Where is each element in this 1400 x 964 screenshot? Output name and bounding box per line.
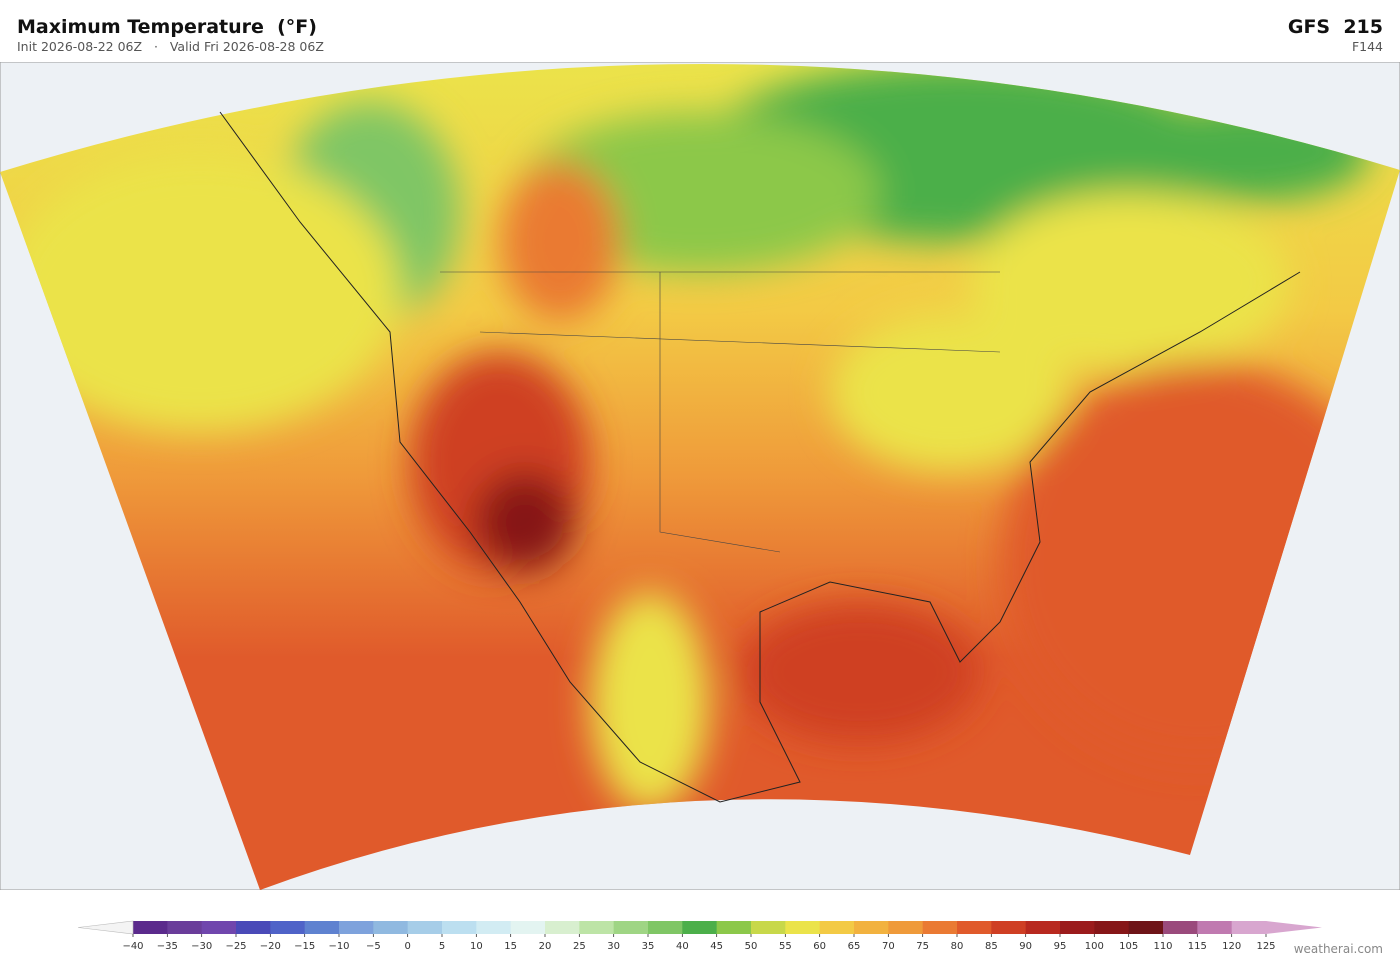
- colorbar-bin: [1025, 921, 1061, 934]
- colorbar-bin: [1060, 921, 1095, 934]
- colorbar-bin: [133, 921, 168, 934]
- subtitle: Init 2026-08-22 06Z · Valid Fri 2026-08-…: [17, 39, 324, 54]
- colorbar-bin: [510, 921, 546, 934]
- colorbar-bin: [201, 921, 237, 934]
- map: [0, 62, 1400, 890]
- colorbar-tick-label: 45: [710, 941, 723, 952]
- colorbar-tick-label: 100: [1085, 941, 1104, 952]
- colorbar-tick-label: 55: [779, 941, 792, 952]
- colorbar-bin: [236, 921, 271, 934]
- colorbar-tick-label: 20: [539, 941, 552, 952]
- colorbar-tick-label: 60: [813, 941, 826, 952]
- colorbar-bin: [751, 921, 786, 934]
- colorbar-bin: [373, 921, 409, 934]
- colorbar-tick-label: 30: [607, 941, 620, 952]
- colorbar-bin: [476, 921, 512, 934]
- colorbar-bin: [1128, 921, 1164, 934]
- colorbar-tick-label: 110: [1153, 941, 1172, 952]
- colorbar-tick-label: 80: [951, 941, 964, 952]
- colorbar-bin: [716, 921, 752, 934]
- forecast-hour: F144: [1351, 39, 1383, 54]
- colorbar-bin: [579, 921, 615, 934]
- colorbar-tick-label: −20: [260, 941, 281, 952]
- colorbar-bin: [1094, 921, 1130, 934]
- colorbar-tick-label: −30: [191, 941, 212, 952]
- colorbar-tick-label: 25: [573, 941, 586, 952]
- colorbar-tick-label: 95: [1054, 941, 1067, 952]
- colorbar-bin: [648, 921, 683, 934]
- colorbar-bin: [888, 921, 924, 934]
- colorbar-under: [77, 920, 134, 935]
- colorbar-tick-label: −25: [225, 941, 246, 952]
- colorbar-bin: [819, 921, 855, 934]
- colorbar-bin: [991, 921, 1027, 934]
- colorbar-bin: [785, 921, 821, 934]
- colorbar-bin: [442, 921, 477, 934]
- colorbar-bin: [682, 921, 718, 934]
- coastline: [219, 111, 1301, 803]
- colorbar-bin: [613, 921, 649, 934]
- temperature-field: [0, 63, 1400, 890]
- colorbar-over: [1266, 921, 1322, 934]
- colorbar-tick-label: 65: [848, 941, 861, 952]
- colorbar-tick-label: 5: [439, 941, 445, 952]
- colorbar-tick-label: −40: [122, 941, 143, 952]
- colorbar-bin: [922, 921, 958, 934]
- colorbar-tick-label: −35: [157, 941, 178, 952]
- colorbar-bin: [339, 921, 374, 934]
- colorbar-bin: [270, 921, 306, 934]
- colorbar-bin: [304, 921, 340, 934]
- colorbar-tick-label: 120: [1222, 941, 1241, 952]
- colorbar-tick-label: 115: [1188, 941, 1207, 952]
- colorbar-bin: [957, 921, 992, 934]
- model-label: GFS 215: [1287, 16, 1383, 38]
- colorbar-bin: [1231, 921, 1267, 934]
- colorbar-tick-label: 90: [1019, 941, 1032, 952]
- colorbar-tick-label: 125: [1256, 941, 1275, 952]
- colorbar-bin: [1163, 921, 1198, 934]
- colorbar-tick-label: 70: [882, 941, 895, 952]
- colorbar: −40 −35 −30 −25 −20 −15 −10 −5 0 5 10 15 20 25 30 35 40 4…: [77, 920, 1322, 952]
- colorbar-tick-label: −15: [294, 941, 315, 952]
- colorbar-tick-label: 50: [745, 941, 758, 952]
- title: Maximum Temperature (°F): [17, 16, 317, 38]
- colorbar-tick-label: 35: [642, 941, 655, 952]
- colorbar-bin: [854, 921, 889, 934]
- colorbar-tick-label: 105: [1119, 941, 1138, 952]
- colorbar-bin: [545, 921, 580, 934]
- colorbar-tick-label: 85: [985, 941, 998, 952]
- colorbar-bin: [407, 921, 443, 934]
- borders: [440, 271, 1001, 553]
- colorbar-tick-label: 40: [676, 941, 689, 952]
- credit: weatherai.com: [1293, 942, 1383, 956]
- colorbar-tick-label: 75: [916, 941, 929, 952]
- colorbar-tick-label: 0: [404, 941, 410, 952]
- colorbar-tick-label: −10: [328, 941, 349, 952]
- colorbar-tick-label: 10: [470, 941, 483, 952]
- colorbar-bin: [167, 921, 203, 934]
- colorbar-bin: [1197, 921, 1233, 934]
- colorbar-tick-label: −5: [366, 941, 381, 952]
- colorbar-tick-label: 15: [504, 941, 517, 952]
